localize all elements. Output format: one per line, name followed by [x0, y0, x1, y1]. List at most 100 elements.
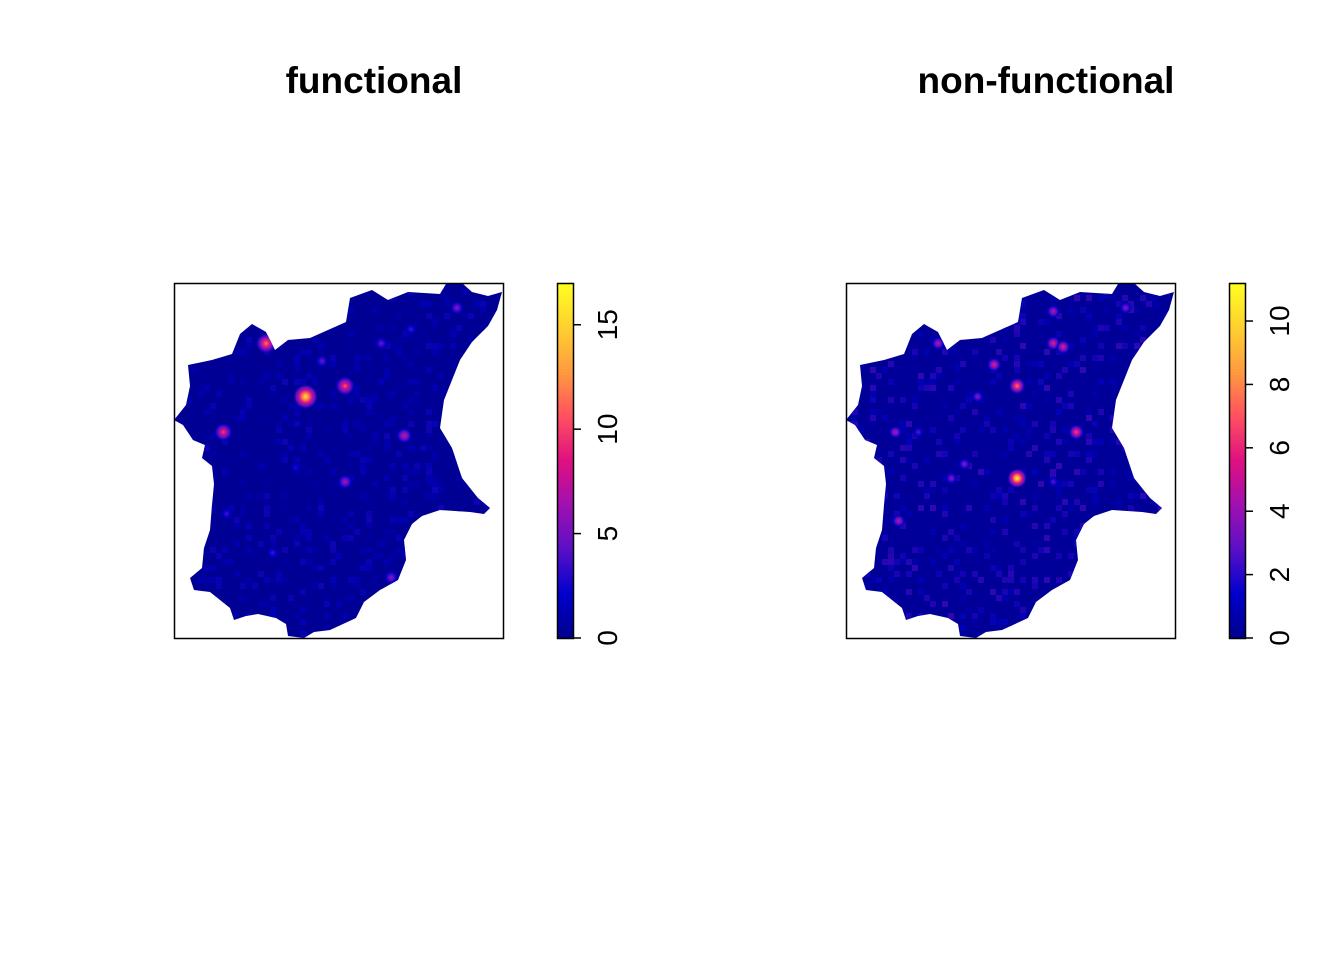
density-cell — [432, 571, 438, 577]
density-cell — [870, 619, 876, 625]
density-cell — [402, 517, 408, 523]
density-cell — [432, 487, 438, 493]
density-cell — [366, 403, 372, 409]
density-cell — [396, 553, 402, 559]
density-cell — [300, 295, 306, 301]
density-cell — [318, 565, 324, 571]
density-cell — [324, 457, 330, 463]
colorbar-segment — [557, 489, 573, 494]
density-cell — [1140, 589, 1146, 595]
colorbar-segment — [1229, 309, 1245, 313]
density-cell — [198, 577, 204, 583]
density-cell — [936, 571, 942, 577]
density-cell — [1122, 511, 1128, 517]
density-cell — [192, 439, 198, 445]
density-cell — [432, 313, 438, 319]
density-cell — [270, 535, 276, 541]
density-cell — [912, 397, 918, 403]
density-cell — [276, 577, 282, 583]
density-cell — [432, 493, 438, 499]
hotspot — [945, 472, 958, 485]
density-cell — [1116, 313, 1122, 319]
density-cell — [954, 331, 960, 337]
density-cell — [1146, 301, 1152, 307]
density-cell — [414, 379, 420, 385]
density-cell — [918, 295, 924, 301]
density-cell — [330, 391, 336, 397]
density-cell — [1146, 625, 1152, 631]
density-cell — [912, 463, 918, 469]
density-cell — [990, 565, 996, 571]
density-cell — [414, 391, 420, 397]
density-cell — [864, 487, 870, 493]
density-cell — [1134, 541, 1140, 547]
density-cell — [954, 367, 960, 373]
density-cell — [1032, 391, 1038, 397]
density-cell — [1098, 613, 1104, 619]
density-cell — [360, 355, 366, 361]
density-cell — [366, 523, 372, 529]
colorbar-segment — [557, 424, 573, 429]
density-cell — [1128, 427, 1134, 433]
density-cell — [246, 535, 252, 541]
colorbar-segment — [557, 356, 573, 361]
colorbar-segment — [1229, 356, 1245, 361]
density-cell — [972, 295, 978, 301]
colorbar-segment — [1229, 545, 1245, 550]
density-cell — [240, 379, 246, 385]
hotspot — [1119, 301, 1132, 315]
density-cell — [450, 547, 456, 553]
density-cell — [918, 385, 924, 391]
density-cell — [408, 511, 414, 517]
density-cell — [954, 577, 960, 583]
density-cell — [1080, 343, 1086, 349]
density-cell — [438, 487, 444, 493]
colorbar-segment — [557, 575, 573, 580]
density-cell — [864, 571, 870, 577]
density-cell — [294, 409, 300, 415]
density-cell — [1128, 301, 1134, 307]
density-cell — [354, 529, 360, 535]
density-cell — [1152, 373, 1158, 379]
density-cell — [204, 469, 210, 475]
density-cell — [288, 439, 294, 445]
density-cell — [336, 403, 342, 409]
density-cell — [438, 385, 444, 391]
density-cell — [240, 325, 246, 331]
density-cell — [276, 571, 282, 577]
density-cell — [1086, 631, 1092, 637]
density-cell — [1044, 385, 1050, 391]
density-cell — [330, 481, 336, 487]
density-cell — [438, 547, 444, 553]
colorbar-segment — [1229, 525, 1245, 529]
density-cell — [1032, 523, 1038, 529]
density-cell — [1038, 547, 1044, 553]
hotspot — [958, 457, 971, 471]
density-cell — [360, 589, 366, 595]
density-cell — [1074, 451, 1080, 457]
density-cell — [228, 619, 234, 625]
panel-title: functional — [286, 60, 463, 101]
colorbar-segment — [557, 454, 573, 458]
density-cell — [180, 433, 186, 439]
density-cell — [198, 505, 204, 511]
density-cell — [1032, 361, 1038, 367]
density-cell — [312, 373, 318, 379]
density-cell — [396, 313, 402, 319]
colorbar-segment — [557, 543, 573, 547]
density-cell — [366, 397, 372, 403]
density-cell — [486, 337, 492, 343]
density-cell — [228, 457, 234, 463]
density-cell — [432, 535, 438, 541]
density-cell — [372, 337, 378, 343]
density-cell — [204, 301, 210, 307]
density-cell — [228, 559, 234, 565]
density-cell — [396, 337, 402, 343]
density-cell — [402, 547, 408, 553]
density-cell — [240, 331, 246, 337]
density-cell — [1002, 589, 1008, 595]
density-cell — [432, 319, 438, 325]
density-cell — [906, 559, 912, 565]
density-cell — [270, 595, 276, 601]
